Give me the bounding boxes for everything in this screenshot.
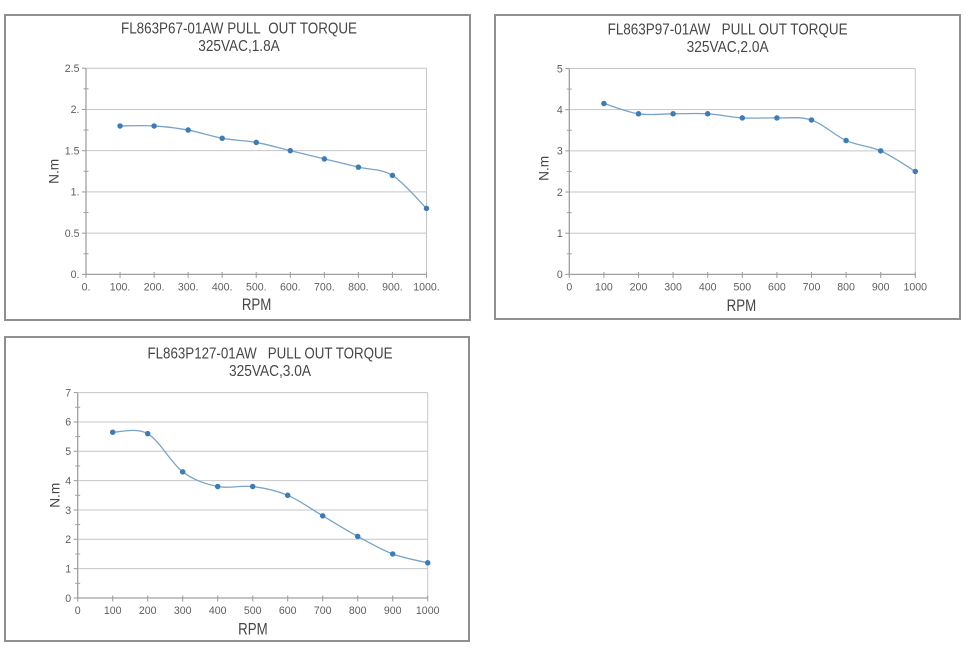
svg-text:300: 300 [174,605,192,617]
svg-text:4: 4 [557,104,563,116]
svg-text:1.: 1. [71,187,80,199]
svg-text:300.: 300. [178,282,199,294]
svg-text:RPM: RPM [238,620,268,638]
svg-text:700: 700 [314,605,332,617]
svg-text:400: 400 [699,282,717,294]
svg-text:N.m: N.m [46,159,62,184]
svg-text:100: 100 [104,605,122,617]
svg-text:3: 3 [65,505,71,517]
svg-text:RPM: RPM [727,297,757,315]
svg-text:100.: 100. [110,282,131,294]
svg-text:700.: 700. [314,282,335,294]
svg-text:1.5: 1.5 [65,145,80,157]
svg-text:N.m: N.m [536,156,552,181]
svg-text:2: 2 [65,534,71,546]
svg-text:600.: 600. [280,282,301,294]
svg-text:200: 200 [139,605,157,617]
svg-text:700: 700 [803,282,821,294]
svg-text:200.: 200. [144,282,165,294]
svg-text:1000: 1000 [904,282,928,294]
svg-text:FL863P127-01AW PULL OUT TORQ: FL863P127-01AW PULL OUT TORQUE [148,346,393,363]
svg-text:5: 5 [557,63,563,75]
svg-text:FL863P97-01AW PULL OUT TORQU: FL863P97-01AW PULL OUT TORQUE [608,22,848,39]
svg-text:900.: 900. [382,282,403,294]
svg-text:500: 500 [733,282,751,294]
svg-text:2.: 2. [71,104,80,116]
svg-text:3: 3 [557,146,563,158]
svg-text:300: 300 [664,282,682,294]
svg-text:325VAC,2.0A: 325VAC,2.0A [687,39,769,56]
svg-text:4: 4 [65,475,71,487]
svg-text:0: 0 [65,593,71,605]
svg-text:900: 900 [384,605,402,617]
svg-text:1: 1 [557,228,563,240]
svg-text:1: 1 [65,563,71,575]
svg-text:800.: 800. [348,282,369,294]
svg-text:0: 0 [75,605,81,617]
svg-text:400.: 400. [212,282,233,294]
svg-text:1000: 1000 [416,605,440,617]
svg-text:500: 500 [244,605,262,617]
svg-text:2: 2 [557,187,563,199]
svg-text:5: 5 [65,446,71,458]
svg-text:600: 600 [768,282,786,294]
svg-text:N.m: N.m [47,483,63,508]
svg-text:0.5: 0.5 [65,228,80,240]
svg-text:900: 900 [872,282,890,294]
svg-text:500.: 500. [246,282,267,294]
svg-text:FL863P67-01AW PULL OUT TORQUE: FL863P67-01AW PULL OUT TORQUE [121,21,357,38]
svg-text:0: 0 [566,282,572,294]
svg-text:1000.: 1000. [413,282,440,294]
svg-text:325VAC,1.8A: 325VAC,1.8A [198,38,280,55]
svg-text:6: 6 [65,417,71,429]
svg-text:2.5: 2.5 [65,63,80,75]
svg-text:0: 0 [557,269,563,281]
svg-text:7: 7 [65,387,71,399]
svg-text:325VAC,3.0A: 325VAC,3.0A [229,363,311,380]
svg-text:200: 200 [630,282,648,294]
svg-text:800: 800 [349,605,367,617]
svg-text:600: 600 [279,605,297,617]
svg-text:400: 400 [209,605,227,617]
svg-text:800: 800 [837,282,855,294]
svg-text:100: 100 [595,282,613,294]
svg-text:RPM: RPM [242,296,272,314]
svg-text:0.: 0. [71,269,80,281]
svg-text:0.: 0. [82,282,91,294]
